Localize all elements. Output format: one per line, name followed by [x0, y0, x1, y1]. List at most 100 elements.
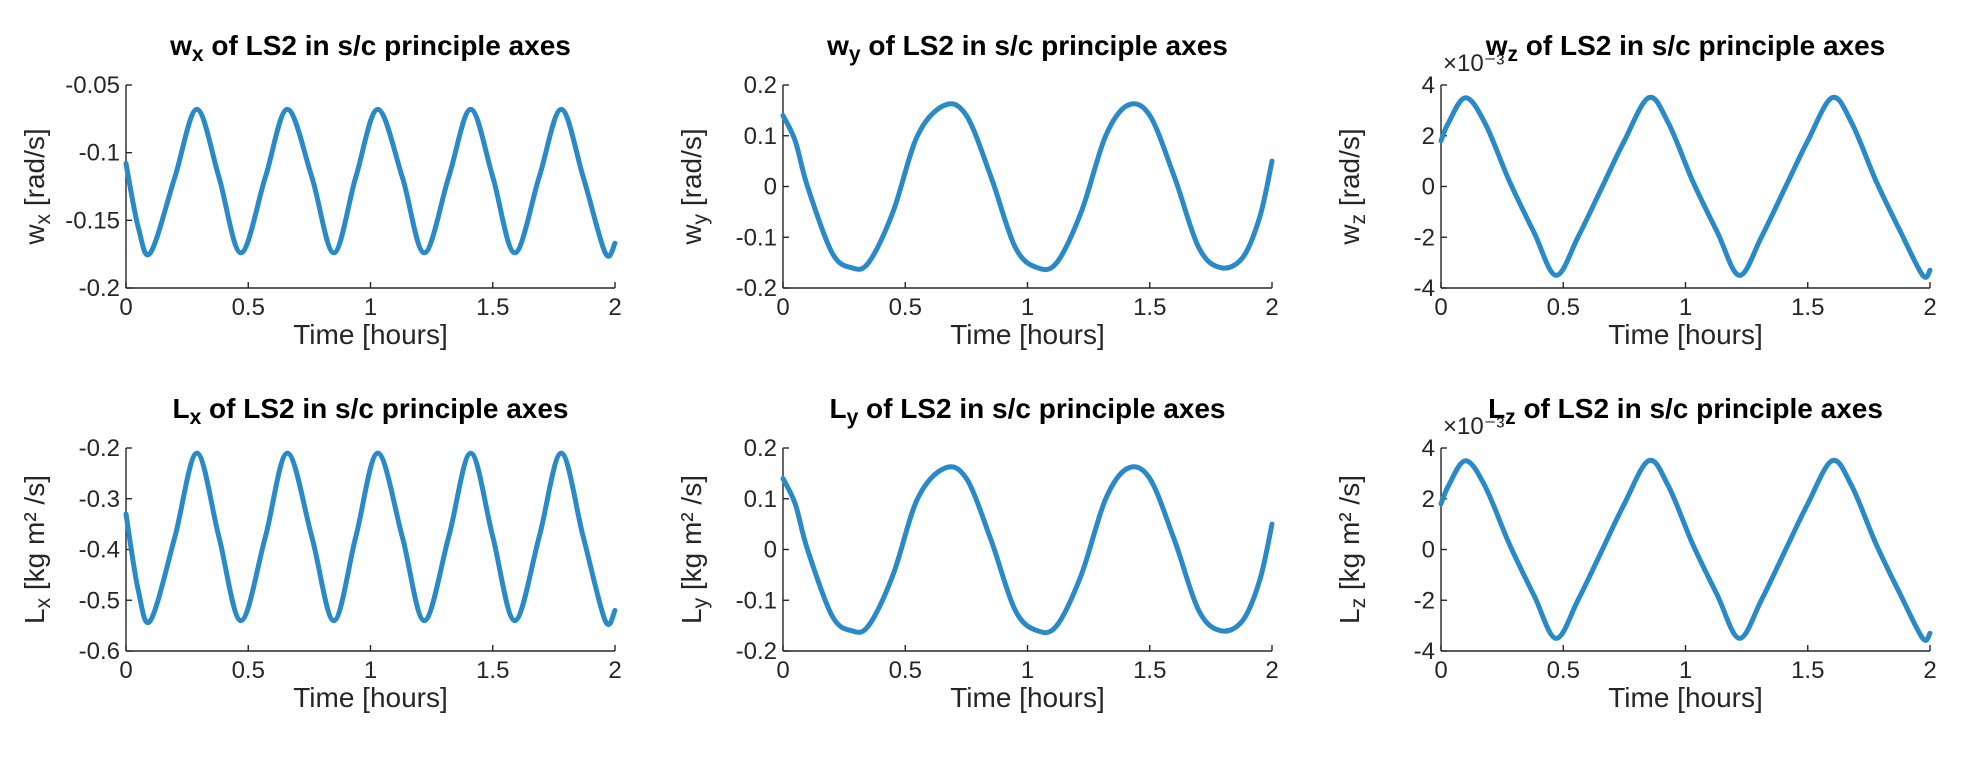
- y-tick-label: 2: [1422, 123, 1435, 150]
- x-tick-label: 0.5: [232, 657, 265, 684]
- x-tick-label: 1.5: [1791, 294, 1824, 321]
- title-subscript: x: [192, 43, 204, 66]
- y-tick-label: 0: [764, 537, 777, 564]
- y-tick-label: -2: [1414, 224, 1435, 251]
- data-series-line: [780, 464, 1275, 636]
- x-tick-label: 2: [1265, 294, 1278, 321]
- title-symbol: w: [826, 30, 849, 61]
- x-axis-label: Time [hours]: [1608, 682, 1763, 713]
- y-tick-label: -0.1: [736, 587, 777, 614]
- title-symbol: w: [1485, 30, 1508, 61]
- y-tick-label: 4: [1422, 72, 1435, 99]
- subplot-title: Ly of LS2 in s/c principle axes: [829, 393, 1225, 429]
- ylabel-units: [kg m² /s]: [19, 475, 50, 598]
- x-tick-label: 0.5: [232, 294, 265, 321]
- y-axis-label: wz [rad/s]: [1334, 128, 1370, 245]
- y-tick-label: -0.2: [736, 275, 777, 302]
- y-tick-label: -0.1: [736, 224, 777, 251]
- y-axis-exponent: ×10⁻³: [1443, 50, 1504, 77]
- ylabel-symbol: w: [1334, 224, 1365, 246]
- y-axis-label: Lx [kg m² /s]: [19, 475, 55, 624]
- x-tick-label: 0: [1434, 294, 1447, 321]
- y-tick-label: 0: [1422, 174, 1435, 201]
- x-tick-label: 0: [119, 657, 132, 684]
- title-text: of LS2 in s/c principle axes: [858, 393, 1225, 424]
- y-axis-label: Lz [kg m² /s]: [1334, 475, 1370, 624]
- y-tick-label: 4: [1422, 435, 1435, 462]
- ylabel-symbol: w: [676, 224, 707, 246]
- title-symbol: L: [1488, 393, 1505, 424]
- ylabel-units: [rad/s]: [1334, 128, 1365, 214]
- x-tick-label: 0.5: [1547, 294, 1580, 321]
- subplot-5: 0 0.5 1 1.5 2 -0.2 -0.1 0 0.1 0.2 Ly of LS2 in s/c…: [676, 393, 1279, 713]
- ylabel-subscript: x: [32, 213, 55, 224]
- title-symbol: L: [829, 393, 846, 424]
- y-tick-label: 0.2: [744, 435, 777, 462]
- ylabel-subscript: x: [32, 597, 55, 608]
- subplot-title: wz of LS2 in s/c principle axes: [1485, 30, 1886, 66]
- x-tick-label: 0.5: [889, 657, 922, 684]
- y-tick-label: 0.2: [744, 72, 777, 99]
- ylabel-subscript: z: [1347, 598, 1370, 609]
- x-tick-label: 0: [1434, 657, 1447, 684]
- x-tick-label: 1.5: [476, 657, 509, 684]
- x-axis-label: Time [hours]: [950, 682, 1105, 713]
- x-tick-label: 0.5: [889, 294, 922, 321]
- subplot-title: Lz of LS2 in s/c principle axes: [1488, 393, 1883, 429]
- ylabel-symbol: w: [19, 224, 50, 246]
- ylabel-subscript: z: [1347, 214, 1370, 225]
- ylabel-subscript: y: [689, 597, 712, 608]
- x-axis-label: Time [hours]: [950, 319, 1105, 350]
- ylabel-units: [kg m² /s]: [676, 475, 707, 598]
- title-text: of LS2 in s/c principle axes: [1518, 30, 1885, 61]
- y-tick-label: 0.1: [744, 486, 777, 513]
- x-tick-label: 1.5: [476, 294, 509, 321]
- x-tick-label: 1: [1021, 657, 1034, 684]
- x-tick-label: 1: [364, 294, 377, 321]
- ylabel-units: [rad/s]: [676, 128, 707, 214]
- ylabel-units: [rad/s]: [19, 128, 50, 214]
- y-tick-label: 0.1: [744, 123, 777, 150]
- subplot-2: 0 0.5 1 1.5 2-0.2-0.100.10.2wy of LS2 in s/c…: [676, 30, 1279, 350]
- x-tick-label: 1: [364, 657, 377, 684]
- data-series-line: [123, 450, 618, 627]
- y-tick-label: -0.15: [65, 207, 120, 234]
- y-axis-label: wx [rad/s]: [19, 128, 55, 245]
- x-tick-label: 1: [1679, 657, 1692, 684]
- data-series-line: [780, 101, 1275, 273]
- x-tick-label: 2: [1923, 294, 1936, 321]
- x-tick-label: 1.5: [1133, 657, 1166, 684]
- x-tick-label: 0: [776, 294, 789, 321]
- x-tick-label: 2: [608, 294, 621, 321]
- y-tick-label: -2: [1414, 587, 1435, 614]
- x-tick-label: 0: [776, 657, 789, 684]
- y-tick-label: -0.05: [65, 72, 120, 99]
- x-axis-label: Time [hours]: [293, 319, 448, 350]
- data-series-line: [1438, 94, 1933, 280]
- ylabel-symbol: L: [1334, 608, 1365, 624]
- y-tick-label: -4: [1414, 275, 1435, 302]
- y-tick-label: 0: [764, 174, 777, 201]
- data-series-line: [1438, 457, 1933, 643]
- x-tick-label: 0: [119, 294, 132, 321]
- subplot-title: wx of LS2 in s/c principle axes: [169, 30, 571, 66]
- y-axis-exponent: ×10⁻³: [1443, 413, 1504, 440]
- y-tick-label: -0.1: [79, 140, 120, 167]
- y-tick-label: -0.2: [79, 435, 120, 462]
- y-axis-label: Ly [kg m² /s]: [676, 475, 712, 624]
- subplot-1: 0 0.5 1 1.5 2 -0.2 -0.15 -0.1 -0.05 wx of LS2 in …: [19, 30, 622, 350]
- x-tick-label: 1.5: [1791, 657, 1824, 684]
- x-tick-label: 1.5: [1133, 294, 1166, 321]
- ylabel-symbol: L: [19, 608, 50, 624]
- ylabel-subscript: y: [689, 213, 712, 224]
- y-axis-label: wy [rad/s]: [676, 128, 712, 245]
- y-tick-label: -0.2: [79, 275, 120, 302]
- subplot-title: wy of LS2 in s/c principle axes: [826, 30, 1228, 66]
- ylabel-symbol: L: [676, 608, 707, 624]
- title-subscript: y: [849, 43, 861, 66]
- y-tick-label: -4: [1414, 638, 1435, 665]
- y-tick-label: -0.2: [736, 638, 777, 665]
